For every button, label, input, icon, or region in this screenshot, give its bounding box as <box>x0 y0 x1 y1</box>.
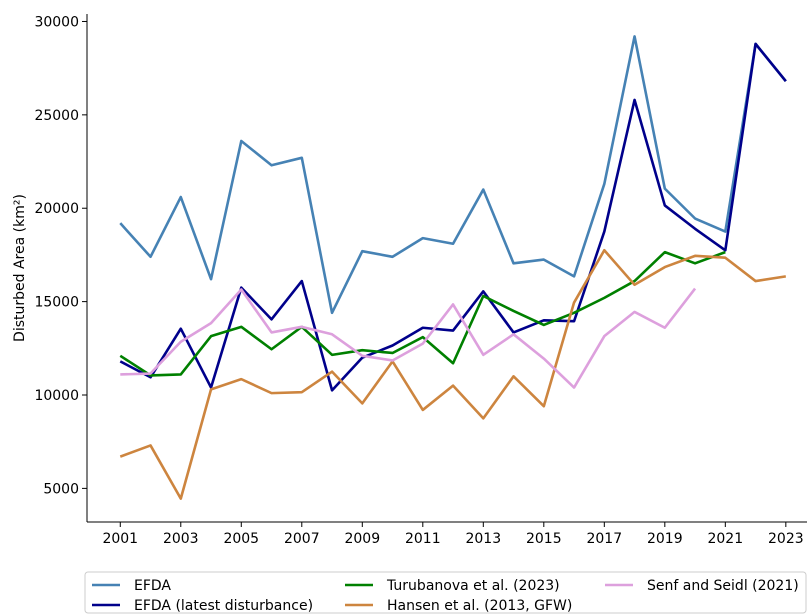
series-line <box>119 35 787 315</box>
legend-label: EFDA (latest disturbance) <box>134 598 313 614</box>
x-tick-label: 2011 <box>405 531 441 547</box>
x-tick-label: 2013 <box>465 531 501 547</box>
y-tick-label: 30000 <box>34 14 79 30</box>
x-tick-label: 2005 <box>223 531 259 547</box>
legend-label: EFDA <box>134 578 171 594</box>
legend-label: Senf and Seidl (2021) <box>647 578 799 594</box>
x-tick-label: 2023 <box>768 531 804 547</box>
y-tick-label: 20000 <box>34 201 79 217</box>
legend-label: Turubanova et al. (2023) <box>386 578 560 594</box>
y-tick-label: 10000 <box>34 388 79 404</box>
series-line <box>119 248 787 500</box>
x-tick-label: 2019 <box>647 531 683 547</box>
x-tick-label: 2009 <box>344 531 380 547</box>
y-axis-label: Disturbed Area (km²) <box>12 194 28 342</box>
y-tick-label: 15000 <box>34 295 79 311</box>
series-line <box>120 287 697 389</box>
y-tick-label: 5000 <box>43 481 79 497</box>
legend-frame <box>84 571 807 614</box>
x-tick-label: 2007 <box>284 531 320 547</box>
x-tick-label: 2015 <box>526 531 562 547</box>
series-line <box>119 250 726 377</box>
x-tick-label: 2001 <box>102 531 138 547</box>
x-tick-label: 2021 <box>707 531 743 547</box>
legend-label: Hansen et al. (2013, GFW) <box>387 598 572 614</box>
y-tick-label: 25000 <box>34 108 79 124</box>
x-tick-label: 2017 <box>586 531 622 547</box>
series-line <box>119 42 787 392</box>
legend: EFDA EFDA (latest disturbance) Turubanova … <box>84 571 807 614</box>
x-tick-label: 2003 <box>163 531 199 547</box>
